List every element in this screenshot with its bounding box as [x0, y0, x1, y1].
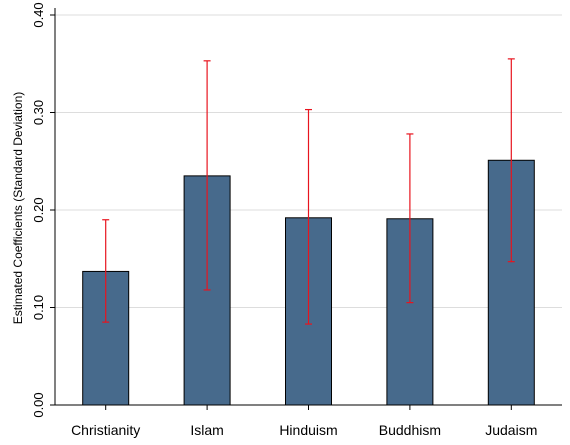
x-tick-label: Christianity	[71, 422, 140, 438]
x-tick-labels: Christianity Islam Hinduism Buddhism Judaism	[71, 422, 537, 438]
y-tick-labels: 0.00 0.10 0.20 0.30 0.40	[31, 2, 46, 417]
x-tick-label: Buddhism	[379, 422, 441, 438]
x-tick-label: Hinduism	[279, 422, 337, 438]
y-tick-label: 0.00	[31, 392, 46, 417]
x-tick-label: Judaism	[485, 422, 537, 438]
y-tick-label: 0.30	[31, 100, 46, 125]
y-tick-label: 0.40	[31, 2, 46, 27]
axes	[50, 8, 562, 410]
y-axis-label: Estimated Coefficients (Standard Deviati…	[11, 92, 25, 325]
x-tick-label: Islam	[190, 422, 223, 438]
error-bars	[102, 58, 515, 325]
y-tick-label: 0.20	[31, 197, 46, 222]
y-tick-label: 0.10	[31, 295, 46, 320]
